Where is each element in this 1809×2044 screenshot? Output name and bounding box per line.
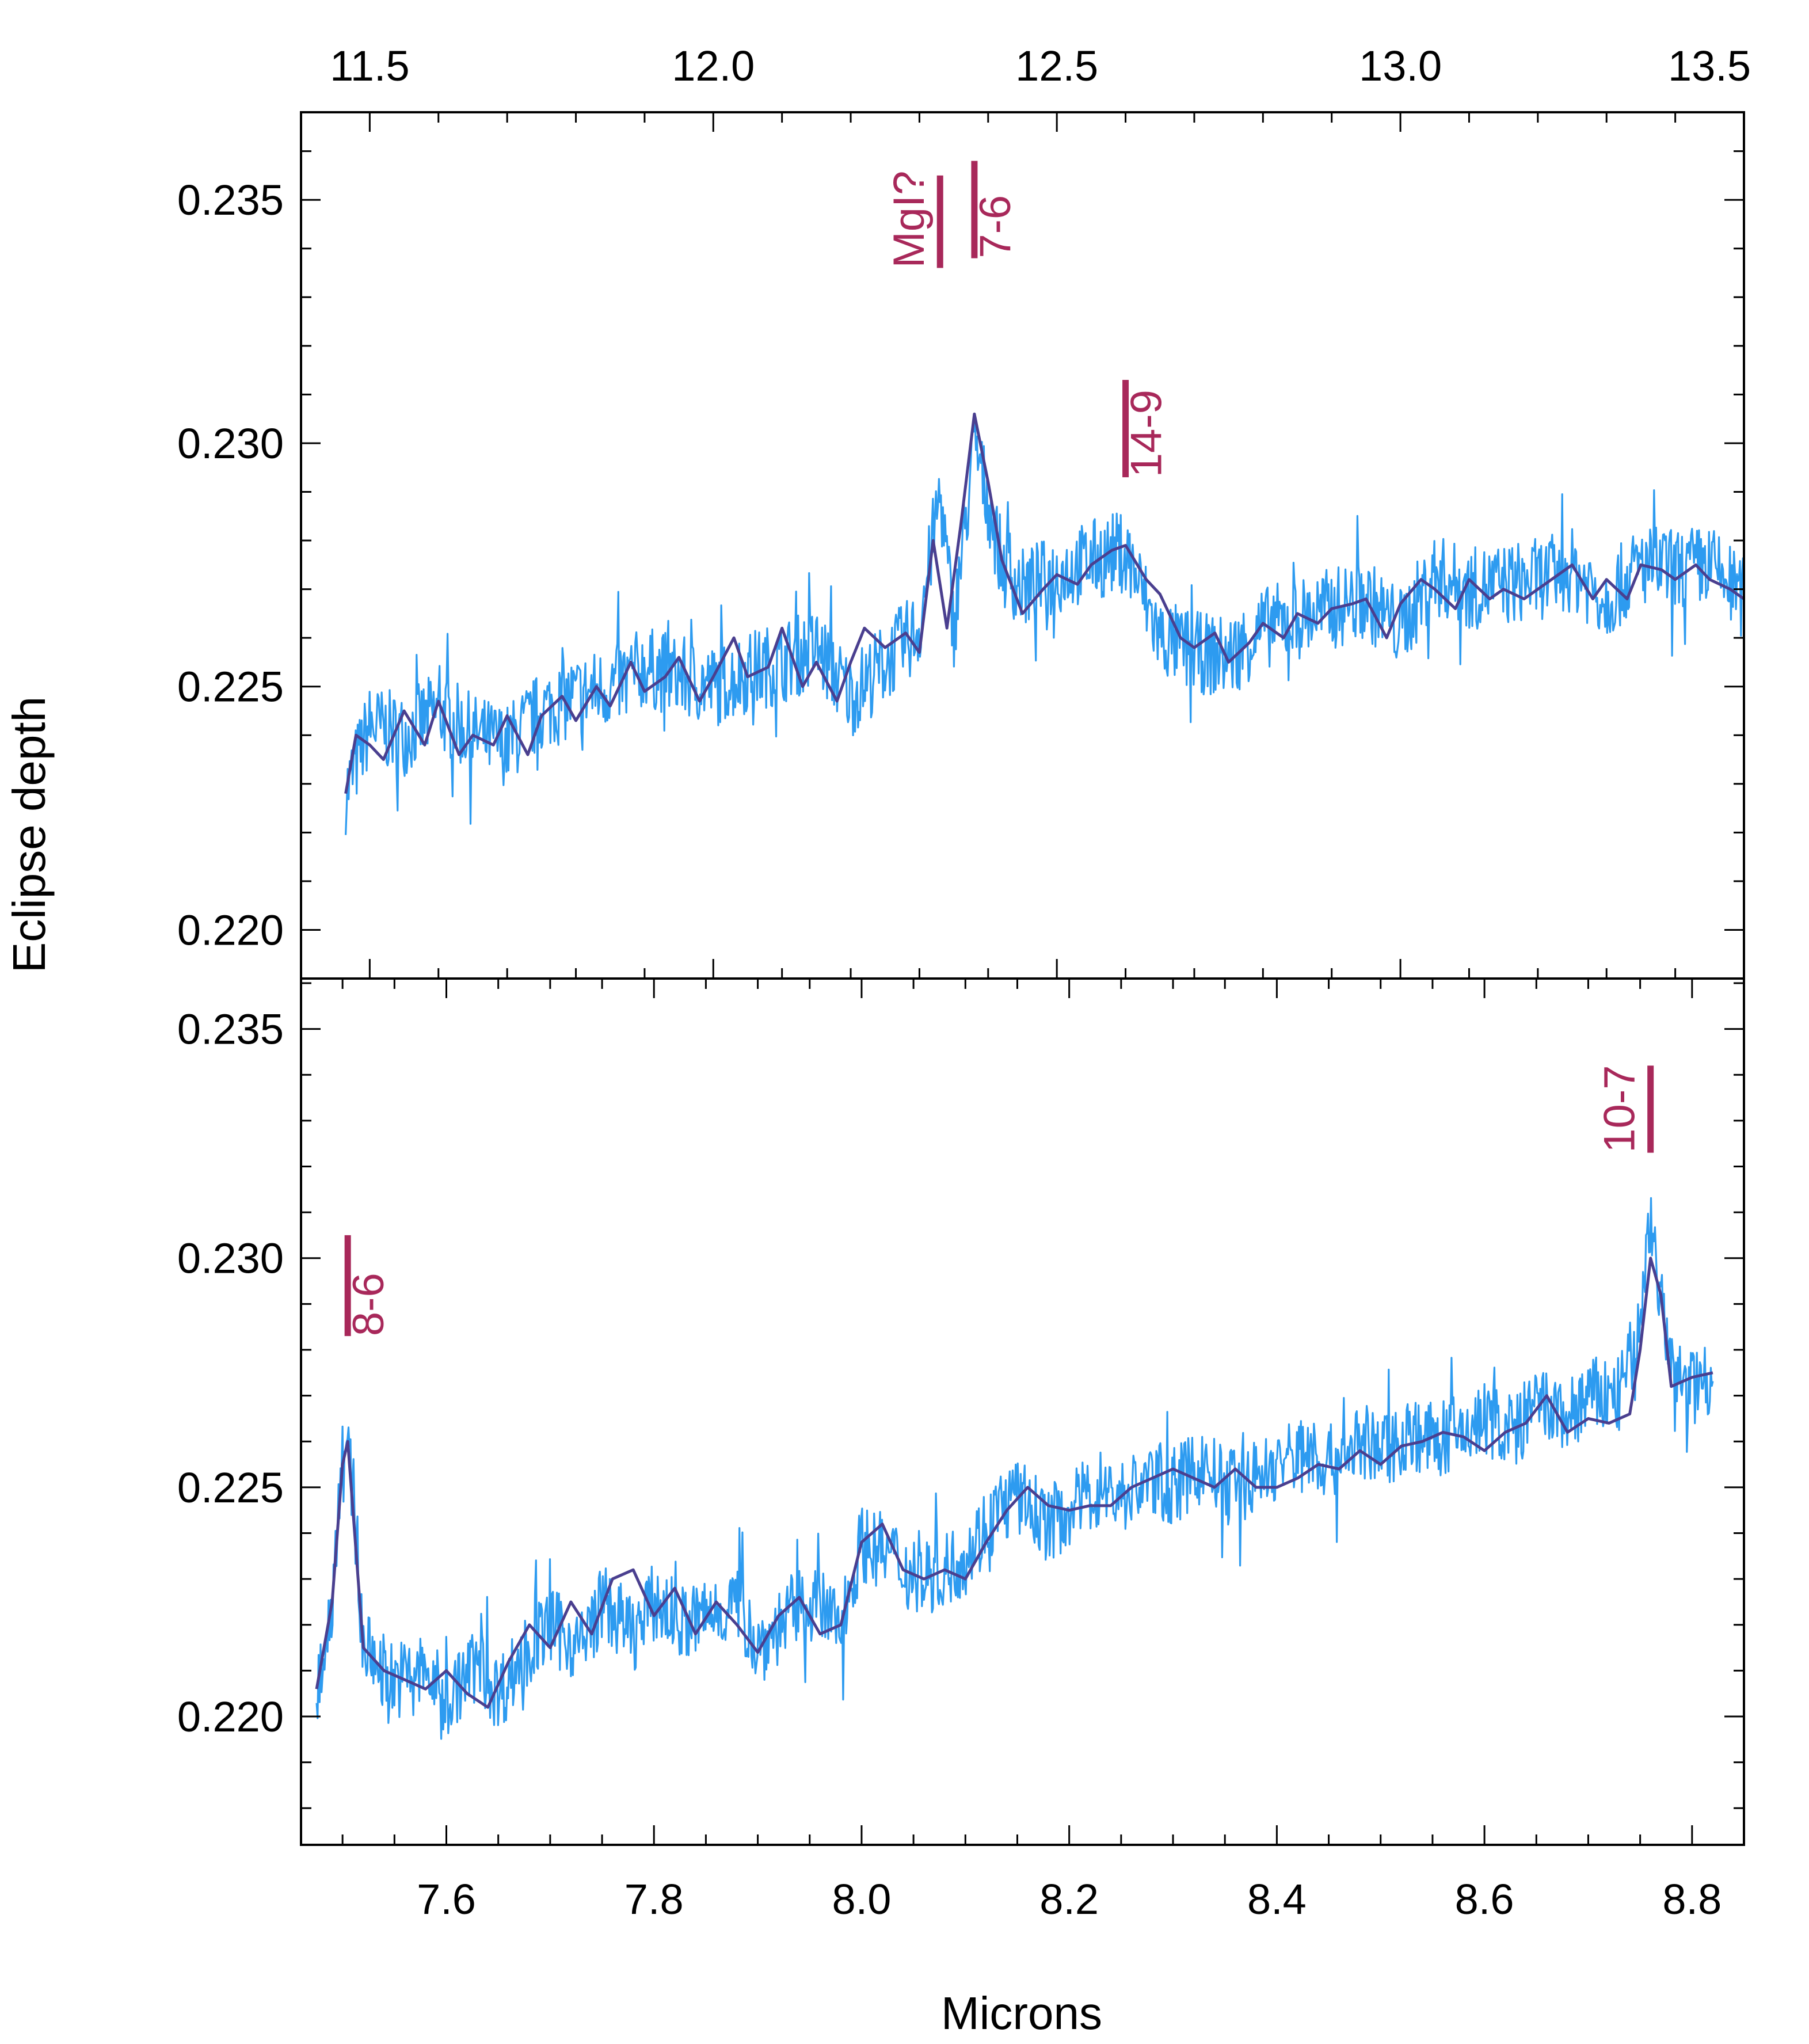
x-tick-label: 8.6 (1455, 1875, 1514, 1923)
x-tick-label: 12.5 (1015, 42, 1098, 90)
bottom-smoothed-series (315, 1257, 1713, 1709)
bottom-noisy-series (315, 1197, 1714, 1740)
y-tick-label: 0.225 (177, 1464, 284, 1512)
x-tick-label: 13.5 (1668, 42, 1751, 90)
x-axis-label: Microns (941, 1988, 1102, 2039)
top-noisy-series (345, 413, 1744, 835)
line-marker-label: MgI? (885, 171, 934, 268)
x-tick-label: 7.8 (624, 1875, 684, 1923)
line-marker-label: 7-6 (971, 195, 1020, 258)
y-tick-label: 0.235 (177, 1006, 284, 1053)
x-tick-label: 8.2 (1039, 1875, 1099, 1923)
line-marker-label: 14-9 (1122, 390, 1171, 477)
y-tick-label: 0.220 (177, 906, 284, 954)
y-tick-label: 0.235 (177, 176, 284, 224)
x-tick-label: 11.5 (330, 42, 410, 90)
x-tick-label: 8.8 (1662, 1875, 1722, 1923)
x-tick-label: 8.0 (832, 1875, 892, 1923)
x-tick-label: 8.4 (1247, 1875, 1307, 1923)
x-tick-label: 12.0 (672, 42, 755, 90)
top-panel: 0.220 0.225 0.230 0.235 11.5 12.0 12.5 13.0 13.5… (177, 42, 1751, 980)
line-marker-label: 10-7 (1595, 1065, 1644, 1152)
top-smoothed-series (344, 412, 1744, 794)
y-tick-label: 0.220 (177, 1693, 284, 1741)
y-tick-label: 0.225 (177, 663, 284, 711)
y-tick-label: 0.230 (177, 1235, 284, 1282)
x-tick-label: 13.0 (1359, 42, 1442, 90)
bottom-panel: 0.220 0.225 0.230 0.235 7.6 7.8 8.0 8.2 8.4 8.6 8.… (177, 977, 1745, 1923)
line-marker-label: 8-6 (344, 1273, 393, 1336)
x-tick-label: 7.6 (417, 1875, 476, 1923)
bottom-plot-frame (300, 977, 1745, 1846)
y-axis-label: Eclipse depth (3, 696, 55, 973)
top-plot-frame (300, 111, 1745, 980)
y-tick-label: 0.230 (177, 420, 284, 467)
